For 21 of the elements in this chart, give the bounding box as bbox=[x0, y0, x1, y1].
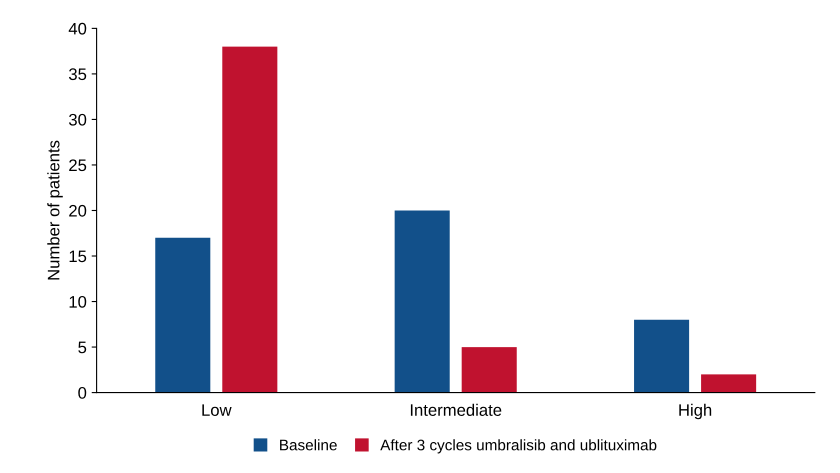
x-tick-label: Low bbox=[202, 404, 232, 416]
y-tick-label: 0 bbox=[78, 386, 86, 399]
bar bbox=[222, 46, 278, 393]
bar bbox=[701, 374, 756, 393]
legend-label: Baseline bbox=[280, 439, 337, 450]
y-tick-label: 5 bbox=[78, 342, 86, 354]
x-tick-label: Intermediate bbox=[410, 404, 502, 416]
y-tick-label: 20 bbox=[69, 204, 86, 217]
y-tick-label: 10 bbox=[70, 296, 86, 308]
bar bbox=[634, 320, 690, 393]
y-tick-label: 40 bbox=[68, 22, 86, 35]
y-tick-label: 15 bbox=[70, 250, 86, 262]
y-tick-label: 25 bbox=[69, 159, 86, 172]
x-tick-label: High bbox=[679, 404, 712, 420]
y-tick-label: 30 bbox=[68, 114, 86, 126]
bar bbox=[155, 238, 210, 393]
legend-label: After 3 cycles umbralisib and ublituximab bbox=[380, 439, 656, 454]
y-tick-label: 35 bbox=[68, 68, 86, 80]
bar bbox=[462, 347, 517, 393]
bar bbox=[394, 210, 450, 393]
y-axis-title: Number of patients bbox=[47, 140, 63, 280]
